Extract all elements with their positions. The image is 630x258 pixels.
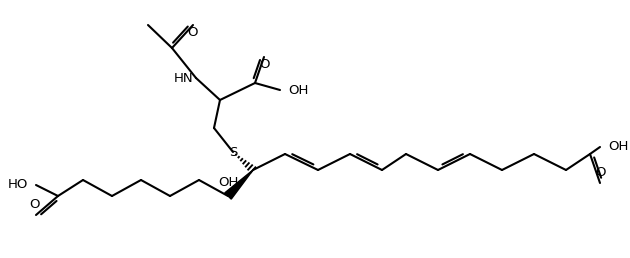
Text: O: O — [595, 166, 605, 180]
Text: S: S — [229, 146, 237, 158]
Text: OH: OH — [218, 175, 238, 189]
Text: O: O — [30, 198, 40, 212]
Text: O: O — [188, 26, 198, 38]
Text: HO: HO — [8, 179, 28, 191]
Text: OH: OH — [288, 84, 308, 96]
Text: HN: HN — [173, 71, 193, 85]
Polygon shape — [225, 170, 253, 199]
Text: O: O — [259, 58, 269, 70]
Text: OH: OH — [608, 141, 628, 154]
